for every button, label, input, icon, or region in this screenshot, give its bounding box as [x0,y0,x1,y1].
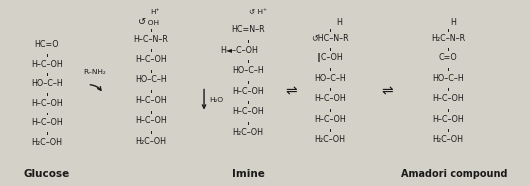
Text: H₂C–OH: H₂C–OH [136,137,166,146]
Text: OH: OH [143,20,159,26]
Text: R–NH₂: R–NH₂ [83,69,105,75]
Text: HC=N–R: HC=N–R [231,25,265,34]
Text: ↺HC–N–R: ↺HC–N–R [311,34,348,43]
Text: H–C–OH: H–C–OH [432,94,464,103]
Text: Amadori compound: Amadori compound [402,169,508,179]
Text: HO–C–H: HO–C–H [135,76,167,84]
Text: H₂C–OH: H₂C–OH [432,135,463,144]
Text: HO–C–H: HO–C–H [232,66,264,75]
Text: H–C–OH: H–C–OH [432,115,464,124]
Text: H–C–OH: H–C–OH [135,116,167,125]
Text: H–C–OH: H–C–OH [31,118,63,127]
Text: H₂C–OH: H₂C–OH [233,128,263,137]
Text: HO–C–H: HO–C–H [314,74,346,83]
Text: H–C–OH: H–C–OH [314,115,346,124]
Text: C=O: C=O [438,53,457,62]
Text: H–C–OH: H–C–OH [31,60,63,69]
Text: HO–C–H: HO–C–H [31,79,63,88]
Text: H–C–OH: H–C–OH [135,96,167,105]
Text: H◄–C–OH: H◄–C–OH [220,46,259,55]
Text: ↺: ↺ [138,17,146,27]
Text: HO–C–H: HO–C–H [432,74,464,83]
Text: H₂O: H₂O [209,97,223,103]
Text: ↺ H⁺: ↺ H⁺ [249,9,267,15]
Text: H–C–OH: H–C–OH [232,87,264,96]
Text: H₂C–OH: H₂C–OH [31,138,62,147]
Text: H₂C–OH: H₂C–OH [314,135,345,144]
Text: ‖C–OH: ‖C–OH [317,53,342,62]
Text: Glucose: Glucose [23,169,70,179]
Text: H: H [336,18,342,27]
Text: HC=O: HC=O [34,40,59,49]
Text: H–C–OH: H–C–OH [314,94,346,103]
Text: ⇌: ⇌ [285,84,297,98]
Text: Imine: Imine [232,169,264,179]
Text: H₂C–N–R: H₂C–N–R [431,34,465,43]
Text: H–C–N–R: H–C–N–R [134,35,169,44]
Text: H: H [450,18,456,27]
Text: H–C–OH: H–C–OH [232,107,264,116]
Text: ⇌: ⇌ [382,84,393,98]
Text: H–C–OH: H–C–OH [135,55,167,64]
Text: H⁺: H⁺ [151,9,160,15]
Text: H–C–OH: H–C–OH [31,99,63,108]
